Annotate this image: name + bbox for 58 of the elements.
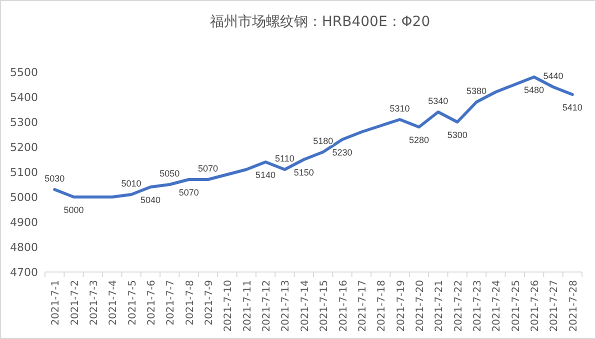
x-tick-label: 2021-7-6 bbox=[146, 280, 158, 326]
x-tick-label: 2021-7-8 bbox=[184, 280, 196, 326]
x-tick-label: 2021-7-1 bbox=[50, 280, 62, 326]
y-tick-label: 4800 bbox=[10, 241, 38, 254]
x-tick-label: 2021-7-26 bbox=[530, 280, 542, 332]
data-label: 5300 bbox=[447, 130, 468, 140]
data-label: 5070 bbox=[178, 188, 199, 198]
y-tick-label: 5100 bbox=[10, 166, 38, 179]
y-tick-label: 5500 bbox=[10, 66, 38, 79]
x-tick-label: 2021-7-7 bbox=[166, 280, 177, 326]
y-tick-label: 5300 bbox=[10, 116, 38, 129]
data-label: 5340 bbox=[428, 96, 448, 106]
y-tick-label: 4700 bbox=[10, 266, 38, 279]
x-tick-label: 2021-7-21 bbox=[434, 280, 446, 332]
x-tick-label: 2021-7-19 bbox=[396, 280, 407, 332]
data-label: 5110 bbox=[275, 154, 294, 164]
data-label: 5280 bbox=[408, 135, 429, 145]
data-label: 5310 bbox=[390, 104, 410, 114]
x-tick-label: 2021-7-27 bbox=[549, 280, 560, 332]
x-tick-label: 2021-7-17 bbox=[357, 280, 368, 332]
x-tick-label: 2021-7-11 bbox=[242, 280, 254, 332]
x-tick-label: 2021-7-18 bbox=[376, 280, 388, 332]
x-tick-label: 2021-7-20 bbox=[414, 280, 426, 332]
data-label: 5150 bbox=[294, 168, 314, 178]
data-label: 5410 bbox=[562, 102, 582, 112]
data-label: 5180 bbox=[313, 136, 334, 146]
y-tick-label: 5200 bbox=[10, 141, 38, 154]
x-tick-label: 2021-7-5 bbox=[127, 280, 138, 326]
x-tick-label: 2021-7-4 bbox=[108, 280, 120, 326]
x-tick-label: 2021-7-22 bbox=[453, 280, 464, 332]
data-label: 5000 bbox=[64, 205, 84, 215]
x-tick-label: 2021-7-3 bbox=[88, 280, 100, 326]
x-tick-label: 2021-7-24 bbox=[492, 280, 503, 332]
x-tick-label: 2021-7-25 bbox=[510, 280, 522, 332]
data-label: 5050 bbox=[160, 168, 180, 178]
x-tick-label: 2021-7-14 bbox=[300, 280, 311, 332]
x-tick-label: 2021-7-23 bbox=[472, 280, 484, 332]
data-label: 5230 bbox=[332, 148, 352, 158]
data-label: 5030 bbox=[44, 174, 65, 184]
x-tick-label: 2021-7-15 bbox=[319, 280, 330, 332]
chart-title: 福州市场螺纹钢：HRB400E：Φ20 bbox=[210, 14, 430, 30]
y-tick-label: 5400 bbox=[10, 91, 38, 104]
x-tick-label: 2021-7-9 bbox=[204, 280, 216, 326]
data-label: 5010 bbox=[121, 178, 142, 188]
data-label: 5070 bbox=[198, 164, 218, 174]
x-tick-label: 2021-7-13 bbox=[280, 280, 292, 332]
data-label: 5140 bbox=[256, 170, 276, 180]
x-tick-label: 2021-7-16 bbox=[338, 280, 350, 332]
x-tick-label: 2021-7-12 bbox=[262, 280, 273, 332]
y-tick-label: 4900 bbox=[10, 216, 38, 229]
y-tick-label: 5000 bbox=[10, 191, 38, 204]
data-label: 5440 bbox=[543, 71, 564, 81]
data-label: 5480 bbox=[524, 85, 544, 95]
data-label: 5040 bbox=[140, 195, 160, 205]
x-tick-label: 2021-7-2 bbox=[70, 280, 81, 326]
x-tick-label: 2021-7-10 bbox=[223, 280, 234, 332]
x-tick-label: 2021-7-28 bbox=[568, 280, 580, 332]
data-label: 5380 bbox=[466, 86, 487, 96]
